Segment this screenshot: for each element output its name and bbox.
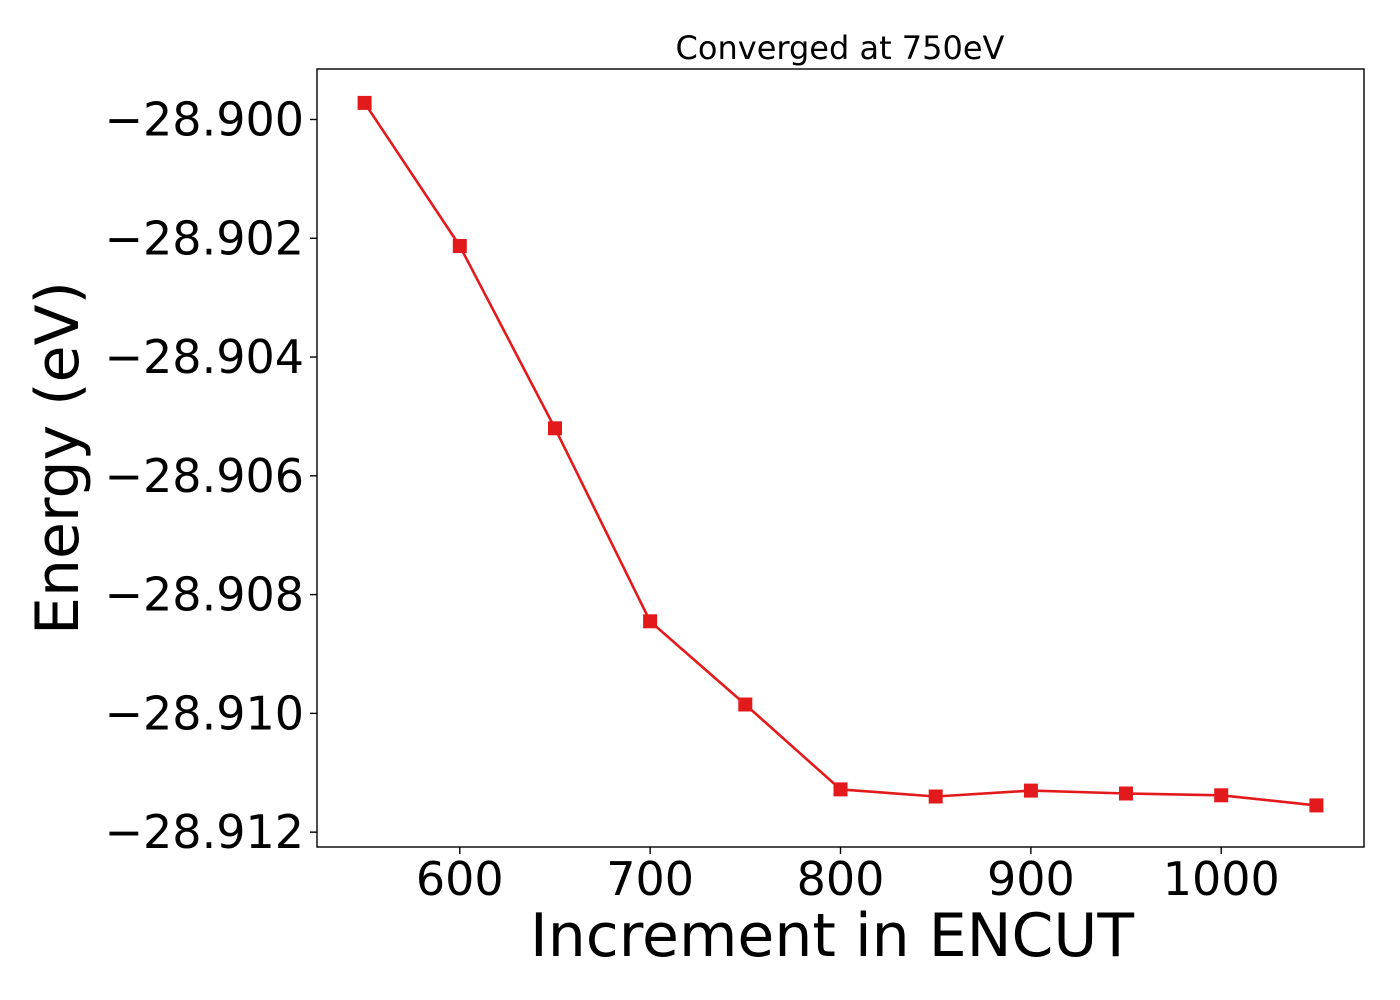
x-axis-label: Increment in ENCUT: [530, 901, 1134, 971]
data-point-marker: [1214, 788, 1229, 803]
data-point-marker: [548, 421, 562, 436]
data-point-marker: [1023, 783, 1038, 798]
chart-title: Converged at 750eV: [676, 29, 1005, 67]
x-axis-ticks: 600 700 800 900 1000: [416, 847, 1280, 906]
x-tick-label: 600: [416, 852, 504, 906]
y-tick-label: −28.912: [105, 805, 305, 859]
data-point-marker: [1309, 798, 1324, 813]
series-layer: [357, 95, 1324, 813]
data-point-marker: [738, 697, 753, 712]
data-point-marker: [833, 782, 848, 797]
data-point-marker: [643, 614, 658, 629]
x-tick-label: 1000: [1163, 852, 1280, 906]
data-point-marker: [452, 239, 467, 253]
y-tick-label: −28.906: [105, 449, 305, 503]
y-axis-ticks: −28.900 −28.902 −28.904 −28.906 −28.908 −28.9…: [105, 92, 317, 859]
data-point-marker: [1119, 786, 1133, 801]
x-tick-label: 700: [606, 852, 694, 906]
y-axis-label: Energy (eV): [23, 281, 93, 635]
y-tick-label: −28.900: [105, 92, 305, 146]
y-tick-label: −28.908: [105, 568, 305, 622]
y-tick-label: −28.902: [105, 211, 305, 265]
x-tick-label: 800: [797, 852, 885, 906]
data-point-marker: [357, 95, 372, 110]
data-point-marker: [928, 789, 943, 804]
y-tick-label: −28.910: [105, 686, 305, 740]
x-tick-label: 900: [987, 852, 1075, 906]
y-tick-label: −28.904: [105, 330, 305, 384]
